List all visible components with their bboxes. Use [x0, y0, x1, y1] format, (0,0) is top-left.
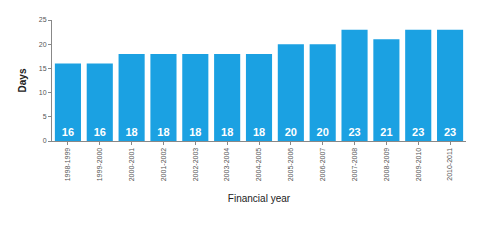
svg-text:0: 0: [43, 137, 47, 144]
svg-text:1999-2000: 1999-2000: [96, 148, 103, 182]
svg-text:2009-2010: 2009-2010: [415, 148, 422, 182]
svg-text:2003-2004: 2003-2004: [223, 148, 230, 182]
svg-text:2005-2006: 2005-2006: [287, 148, 294, 182]
svg-text:2006-2007: 2006-2007: [319, 148, 326, 182]
svg-text:20: 20: [317, 126, 329, 138]
svg-text:2004-2005: 2004-2005: [255, 148, 262, 182]
svg-text:23: 23: [348, 126, 360, 138]
svg-text:2008-2009: 2008-2009: [383, 148, 390, 182]
svg-text:Financial year: Financial year: [228, 193, 291, 204]
svg-text:18: 18: [253, 126, 265, 138]
svg-text:18: 18: [125, 126, 137, 138]
svg-text:23: 23: [444, 126, 456, 138]
svg-text:5: 5: [43, 113, 47, 120]
svg-text:16: 16: [62, 126, 74, 138]
svg-text:2007-2008: 2007-2008: [351, 148, 358, 182]
svg-text:Days: Days: [17, 68, 28, 92]
svg-text:18: 18: [157, 126, 169, 138]
svg-text:21: 21: [380, 126, 392, 138]
svg-text:20: 20: [39, 41, 47, 48]
svg-text:20: 20: [285, 126, 297, 138]
svg-text:2001-2002: 2001-2002: [160, 148, 167, 182]
svg-text:2002-2003: 2002-2003: [192, 148, 199, 182]
svg-text:16: 16: [94, 126, 106, 138]
svg-text:1998-1999: 1998-1999: [64, 148, 71, 182]
svg-text:18: 18: [189, 126, 201, 138]
svg-text:18: 18: [221, 126, 233, 138]
svg-text:10: 10: [39, 89, 47, 96]
svg-text:25: 25: [39, 16, 47, 23]
svg-text:2000-2001: 2000-2001: [128, 148, 135, 182]
svg-text:23: 23: [412, 126, 424, 138]
svg-text:2010-2011: 2010-2011: [446, 148, 453, 181]
svg-text:15: 15: [39, 65, 47, 72]
